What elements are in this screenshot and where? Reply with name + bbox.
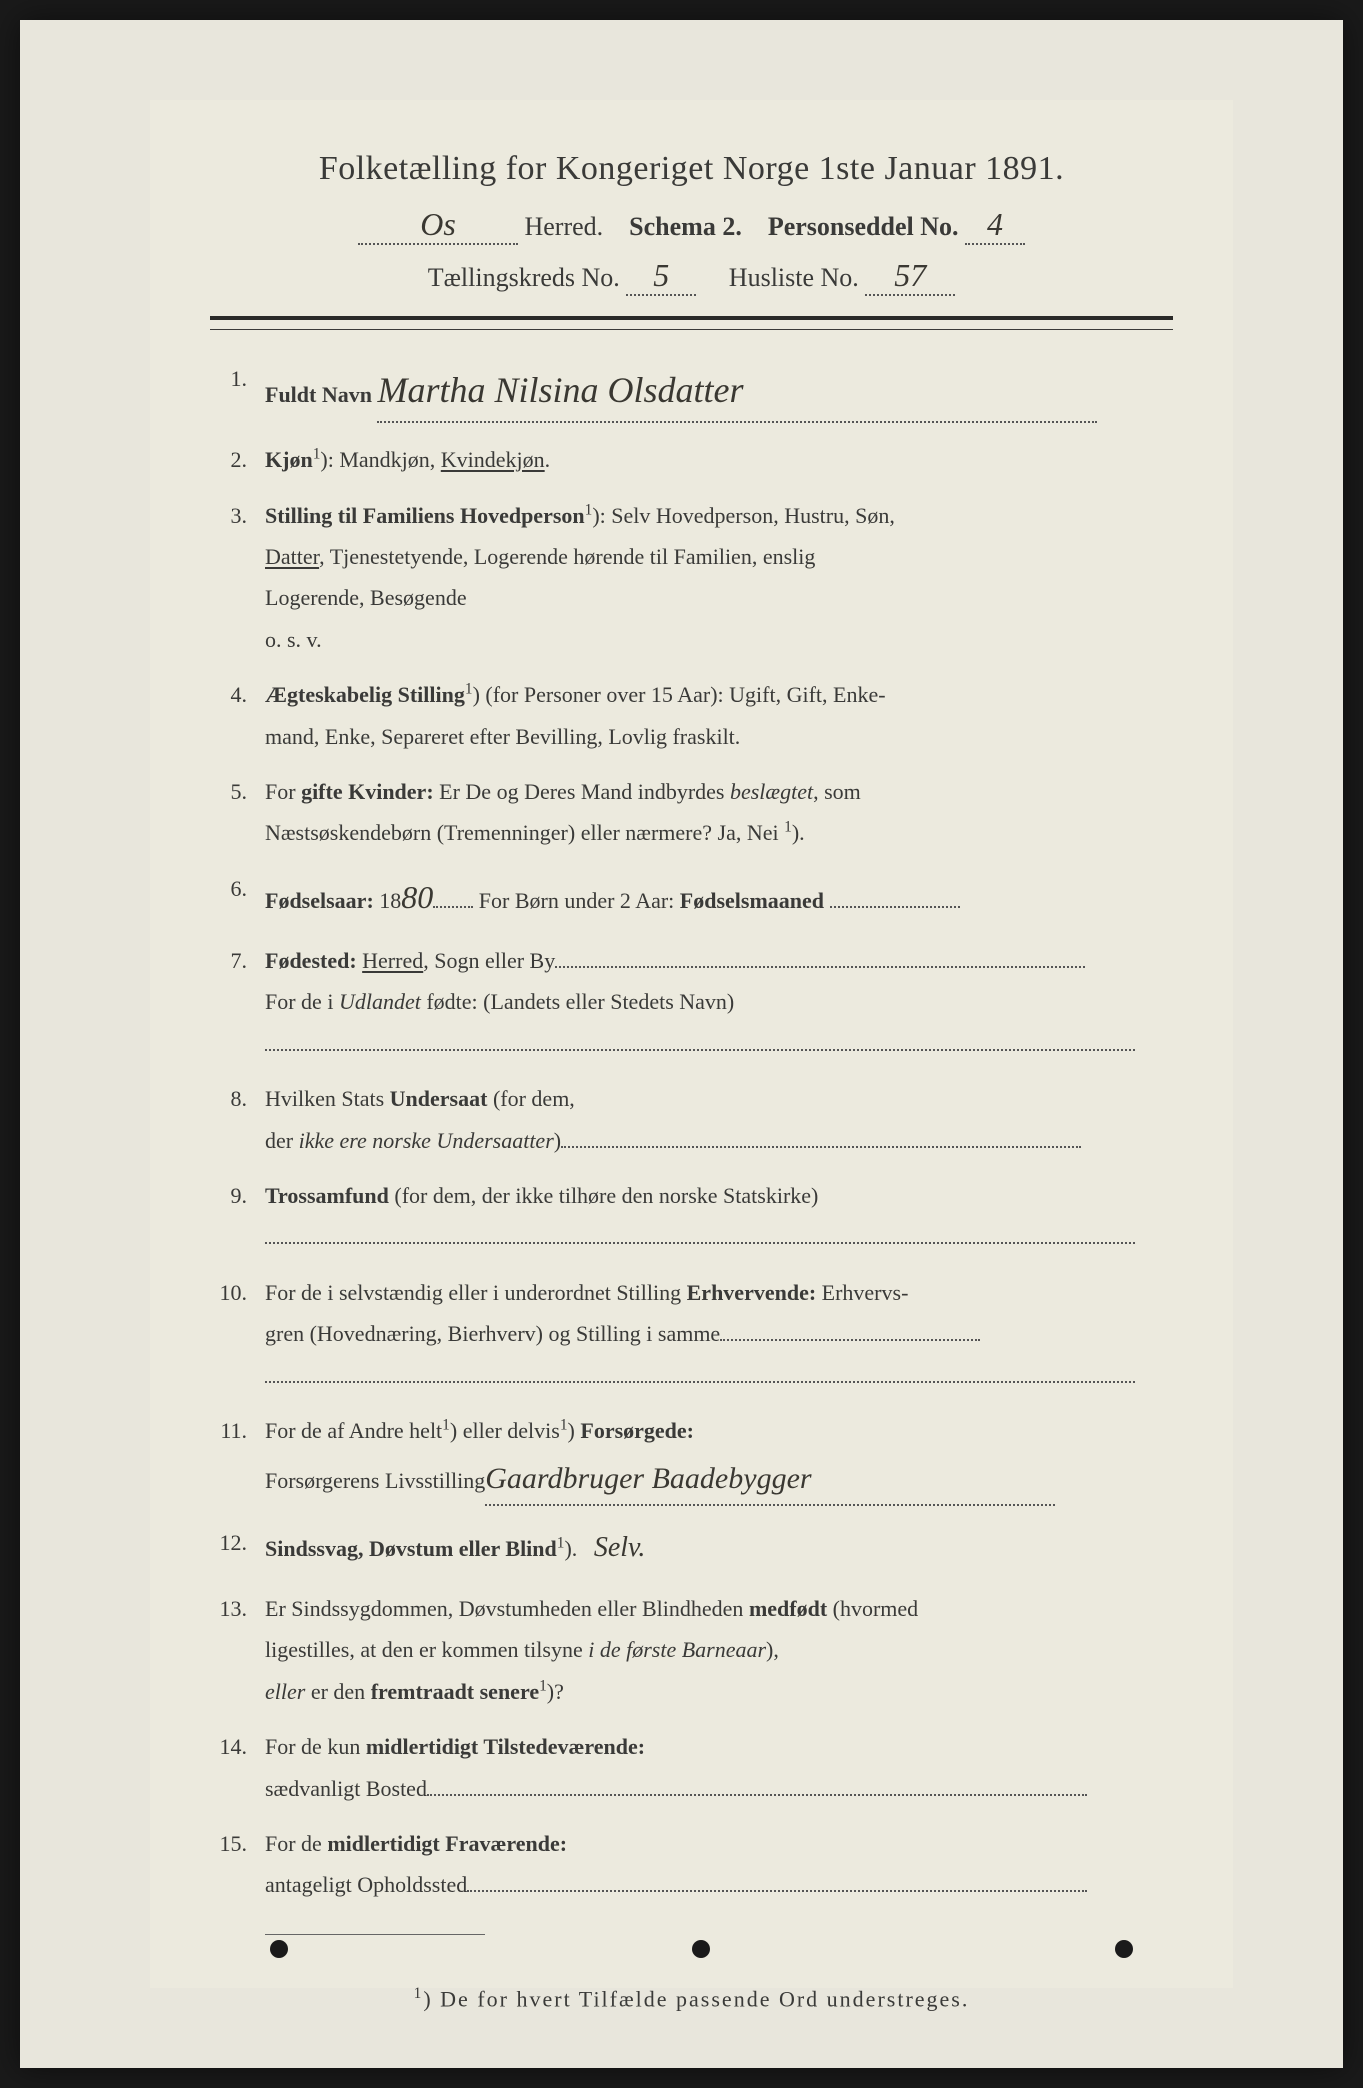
item-14: 14. For de kun midlertidigt Tilstedevære… [210,1728,1173,1807]
item-num-6: 6. [210,870,265,924]
item-7-selected: Herred [362,948,423,973]
item-5: 5. For gifte Kvinder: Er De og Deres Man… [210,773,1173,852]
document-title: Folketælling for Kongeriget Norge 1ste J… [210,150,1173,188]
item-num-3: 3. [210,497,265,659]
item-4: 4. Ægteskabelig Stilling1) (for Personer… [210,676,1173,755]
item-12-label: Sindssvag, Døvstum eller Blind [265,1536,557,1561]
item-4-label: Ægteskabelig Stilling [265,682,465,707]
item-12-value: Selv. [594,1524,646,1572]
item-3: 3. Stilling til Familiens Hovedperson1):… [210,497,1173,659]
document-paper: Folketælling for Kongeriget Norge 1ste J… [150,100,1233,1988]
scan-page: Folketælling for Kongeriget Norge 1ste J… [20,20,1343,2068]
item-num-11: 11. [210,1412,265,1506]
item-10-label: Erhvervende: [687,1280,817,1305]
item-2-selected: Kvindekjøn [441,447,545,472]
item-num-4: 4. [210,676,265,755]
item-11-value: Gaardbruger Baadebygger [485,1453,811,1504]
item-7-label: Fødested: [265,948,357,973]
schema-label: Schema 2. [629,212,742,241]
item-9: 9. Trossamfund (for dem, der ikke tilhør… [210,1177,1173,1256]
item-num-12: 12. [210,1524,265,1572]
item-1-value: Martha Nilsina Olsdatter [377,360,743,421]
personseddel-label: Personseddel No. [768,212,959,241]
punch-hole [1115,1940,1133,1958]
taellingskreds-value: 5 [653,257,669,294]
item-1: 1. Fuldt Navn Martha Nilsina Olsdatter [210,360,1173,423]
item-13-label: medfødt [749,1596,827,1621]
item-14-label: midlertidigt Tilstedeværende: [366,1734,645,1759]
herred-value: Os [420,206,456,243]
footnote-rule [265,1934,485,1935]
item-num-10: 10. [210,1274,265,1394]
header-line-2: Tællingskreds No. 5 Husliste No. 57 [210,257,1173,296]
item-9-label: Trossamfund [265,1183,389,1208]
divider-thin [210,329,1173,330]
punch-hole [692,1940,710,1958]
item-num-8: 8. [210,1080,265,1159]
husliste-value: 57 [894,257,926,294]
item-2: 2. Kjøn1): Mandkjøn, Kvindekjøn. [210,441,1173,478]
husliste-label: Husliste No. [729,263,859,292]
item-12: 12. Sindssvag, Døvstum eller Blind1). Se… [210,1524,1173,1572]
item-3-selected: Datter [265,544,319,569]
item-13: 13. Er Sindssygdommen, Døvstumheden elle… [210,1590,1173,1710]
item-num-7: 7. [210,942,265,1062]
item-1-label: Fuldt Navn [265,382,372,407]
personseddel-value: 4 [987,206,1003,243]
item-6-label: Fødselsaar: [265,888,374,913]
divider-thick [210,316,1173,320]
item-8-label: Undersaat [390,1086,488,1111]
item-3-label: Stilling til Familiens Hovedperson [265,503,585,528]
item-num-14: 14. [210,1728,265,1807]
punch-hole [270,1940,288,1958]
item-2-label: Kjøn [265,447,313,472]
taellingskreds-label: Tællingskreds No. [428,263,620,292]
herred-label: Herred. [524,212,603,241]
header-line-1: Os Herred. Schema 2. Personseddel No. 4 [210,206,1173,245]
item-6: 6. Fødselsaar: 1880 For Børn under 2 Aar… [210,870,1173,924]
item-6-year: 80 [401,870,433,924]
item-7: 7. Fødested: Herred, Sogn eller By For d… [210,942,1173,1062]
item-11: 11. For de af Andre helt1) eller delvis1… [210,1412,1173,1506]
item-10: 10. For de i selvstændig eller i underor… [210,1274,1173,1394]
item-num-1: 1. [210,360,265,423]
item-num-9: 9. [210,1177,265,1256]
footnote: 1) De for hvert Tilfælde passende Ord un… [210,1985,1173,2012]
item-num-15: 15. [210,1825,265,1904]
item-11-label: Forsørgede: [580,1418,694,1443]
item-num-5: 5. [210,773,265,852]
item-5-label: gifte Kvinder: [301,779,434,804]
item-num-2: 2. [210,441,265,478]
item-num-13: 13. [210,1590,265,1710]
item-8: 8. Hvilken Stats Undersaat (for dem, der… [210,1080,1173,1159]
item-15-label: midlertidigt Fraværende: [327,1831,567,1856]
item-15: 15. For de midlertidigt Fraværende: anta… [210,1825,1173,1904]
